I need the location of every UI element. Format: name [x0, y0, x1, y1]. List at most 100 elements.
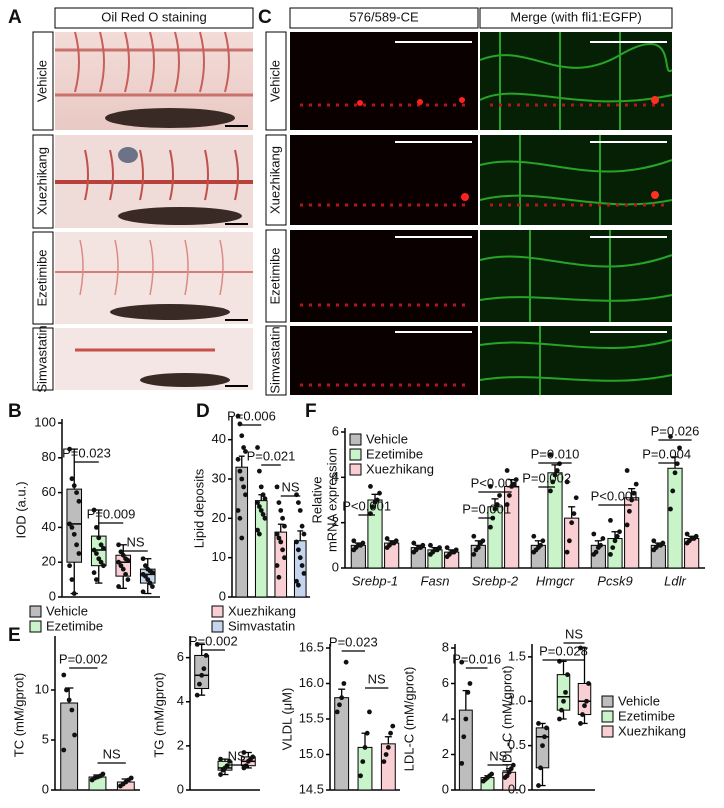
- legend-swatch: [601, 725, 614, 738]
- data-point: [147, 580, 153, 586]
- data-point: [150, 584, 155, 589]
- y-axis-label: mRNA expression: [324, 448, 339, 552]
- data-point: [494, 502, 500, 507]
- data-point: [276, 574, 282, 580]
- data-point: [94, 525, 99, 530]
- panel-title: Oil Red O staining: [101, 9, 207, 24]
- data-point: [508, 766, 514, 772]
- data-point: [118, 563, 124, 569]
- legend-label: Vehicle: [46, 603, 88, 618]
- legend-label: Xuezhikang: [618, 723, 686, 738]
- data-point: [377, 490, 382, 496]
- data-point: [299, 523, 305, 529]
- data-point: [565, 672, 570, 678]
- data-point: [504, 468, 510, 473]
- panel-letter: D: [196, 401, 210, 422]
- data-point: [343, 659, 349, 665]
- data-point: [250, 754, 256, 760]
- y-axis-label: Lipid deposits: [191, 468, 206, 548]
- header-box: [479, 7, 673, 29]
- data-point: [294, 578, 299, 584]
- data-point: [98, 542, 104, 548]
- row-label: Ezetimibe: [267, 247, 282, 304]
- data-point: [227, 758, 232, 764]
- y-tick-label: 4: [442, 710, 449, 725]
- annotation: P=0.009: [87, 506, 136, 521]
- data-point: [74, 490, 79, 495]
- data-point: [467, 681, 473, 686]
- data-point: [362, 745, 368, 750]
- data-point: [260, 492, 266, 498]
- data-point: [237, 421, 243, 427]
- data-point: [360, 759, 366, 764]
- data-point: [94, 577, 99, 582]
- annotation: NS: [565, 626, 583, 641]
- annotation: P=0.010: [531, 446, 580, 461]
- data-point: [504, 773, 510, 779]
- data-point: [337, 702, 342, 708]
- data-point: [548, 488, 553, 494]
- data-point: [237, 515, 243, 521]
- data-point: [670, 488, 676, 494]
- y-tick-label: 2: [177, 737, 184, 752]
- y-tick-label: 60: [42, 484, 56, 499]
- data-point: [94, 551, 99, 556]
- y-tick-label: 40: [212, 431, 226, 446]
- image-ezetimibe: [55, 232, 253, 324]
- legend-swatch: [211, 605, 224, 618]
- data-point: [241, 445, 247, 450]
- annotation: P=0.026: [651, 423, 700, 438]
- bar: [504, 485, 520, 569]
- data-point: [593, 549, 599, 555]
- data-point: [567, 538, 572, 544]
- bar: [60, 702, 79, 791]
- data-point: [69, 707, 75, 713]
- data-point: [360, 540, 366, 546]
- data-point: [278, 539, 284, 545]
- annotation: P=0.016: [452, 651, 501, 666]
- fluorescence-images: [290, 32, 673, 395]
- data-point: [61, 672, 67, 678]
- data-point: [218, 772, 223, 777]
- data-point: [571, 511, 577, 516]
- data-point: [140, 589, 146, 595]
- data-point: [513, 477, 519, 482]
- y-tick-label: 0.0: [508, 781, 526, 796]
- y-tick-label: 8: [442, 639, 449, 654]
- y-tick-label: 0: [177, 781, 184, 796]
- data-point: [258, 508, 264, 513]
- y-axis-label: HDL-C (mM/gprot): [499, 666, 514, 773]
- legend-swatch: [211, 620, 224, 633]
- annotation: P=0.002: [59, 651, 108, 666]
- data-point: [367, 709, 372, 715]
- data-point: [71, 531, 77, 537]
- data-point: [550, 479, 556, 485]
- data-point: [260, 512, 266, 517]
- panel-letter: E: [8, 625, 21, 646]
- legend-swatch: [601, 695, 614, 708]
- data-point: [617, 529, 622, 535]
- annotation: P=0.021: [247, 448, 296, 463]
- y-tick-label: 0.5: [508, 737, 526, 752]
- data-point: [385, 745, 391, 750]
- data-point: [224, 763, 230, 769]
- annotation: P=0.006: [227, 408, 276, 423]
- data-point: [276, 500, 282, 505]
- y-axis-label: TG (mM/gprot): [151, 672, 166, 757]
- data-point: [69, 525, 75, 530]
- data-point: [552, 472, 558, 478]
- data-point: [262, 515, 268, 521]
- y-tick-label: 6: [442, 675, 449, 690]
- box: [194, 654, 210, 690]
- data-point: [125, 577, 131, 582]
- panel-letter: C: [258, 7, 272, 28]
- data-point: [341, 681, 347, 686]
- annotation: P=0.002: [189, 633, 238, 648]
- data-point: [128, 775, 134, 781]
- data-point: [67, 563, 72, 569]
- y-axis-label: Relative: [309, 477, 324, 524]
- row-label: Vehicle: [34, 60, 49, 102]
- data-point: [542, 734, 547, 740]
- data-point: [612, 538, 618, 544]
- y-tick-label: 4: [177, 693, 184, 708]
